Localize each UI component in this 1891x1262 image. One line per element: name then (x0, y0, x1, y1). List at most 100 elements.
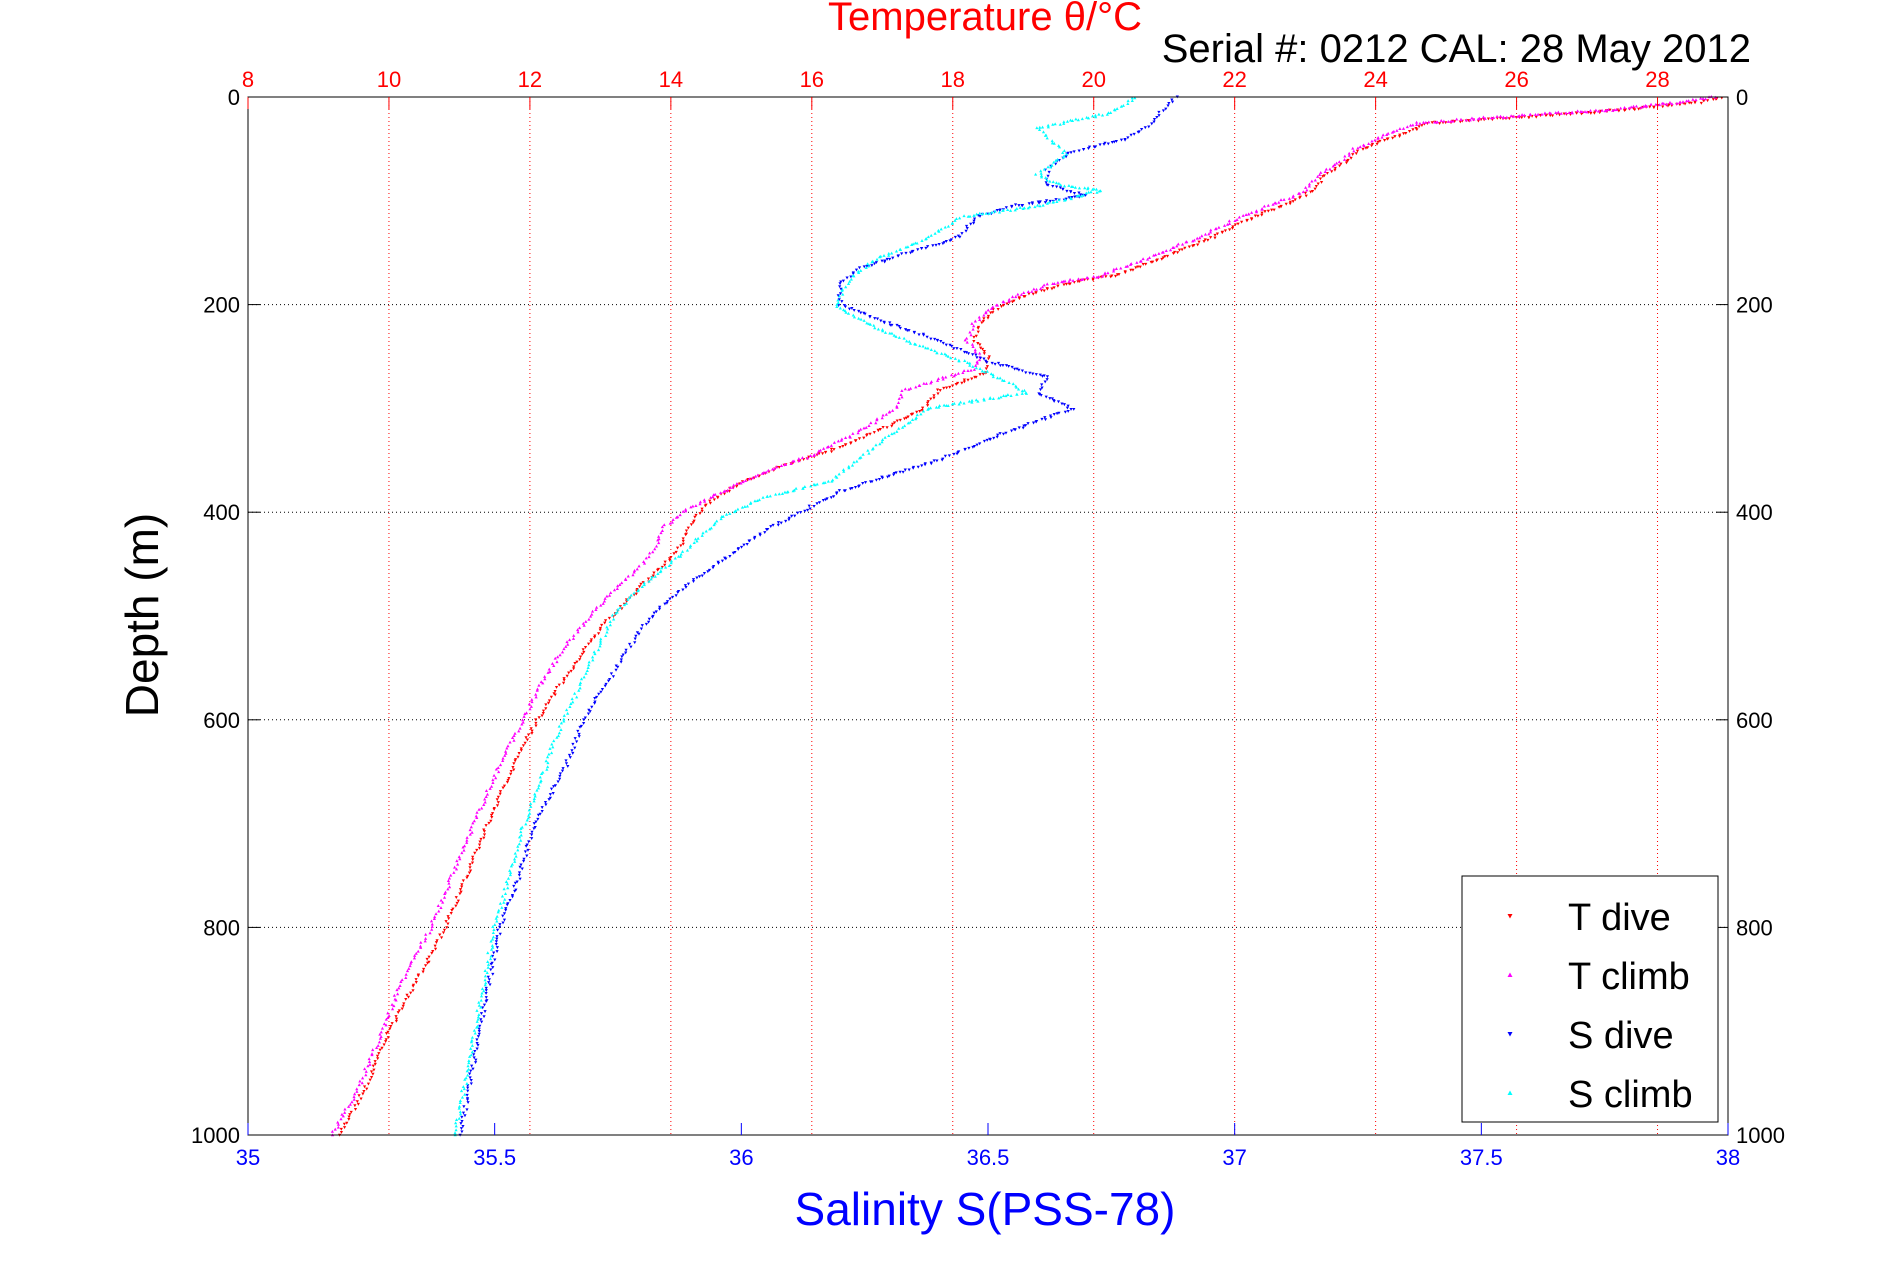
data-point (883, 435, 887, 439)
data-point (1622, 106, 1627, 109)
data-point (1063, 410, 1067, 414)
data-point (589, 638, 593, 642)
data-point (989, 311, 993, 315)
data-point (671, 518, 675, 521)
data-point (1076, 277, 1081, 281)
data-point (900, 389, 904, 393)
data-point (883, 260, 887, 264)
data-point (1068, 118, 1073, 122)
data-point (1318, 173, 1322, 176)
data-point (847, 307, 852, 311)
data-point (562, 677, 566, 681)
data-point (1398, 127, 1402, 131)
data-point (1507, 117, 1511, 121)
data-point (582, 675, 586, 679)
data-point (1061, 151, 1065, 155)
data-point (852, 315, 857, 319)
data-point (708, 527, 712, 531)
data-point (929, 348, 933, 351)
data-point (720, 559, 725, 563)
data-point (603, 619, 608, 623)
data-point (593, 696, 597, 700)
data-point (856, 269, 860, 273)
data-point (849, 275, 853, 279)
data-point (491, 935, 496, 939)
data-point (970, 377, 974, 381)
data-point (650, 575, 654, 579)
data-point (489, 968, 493, 972)
data-point (570, 697, 574, 701)
data-point (377, 1052, 381, 1056)
data-point (1207, 232, 1211, 236)
data-point (770, 467, 775, 471)
data-point (425, 957, 429, 961)
data-point (944, 403, 948, 407)
data-point (512, 734, 516, 738)
data-point (1453, 120, 1457, 123)
data-point (702, 498, 706, 502)
data-point (1171, 252, 1176, 255)
data-point (1114, 267, 1119, 270)
data-point (978, 343, 982, 347)
data-point (529, 804, 533, 808)
data-point (384, 1038, 388, 1042)
data-point (592, 635, 597, 639)
data-point (629, 645, 633, 649)
data-point (1055, 185, 1059, 189)
data-point (1411, 123, 1415, 127)
data-point (976, 341, 980, 345)
data-point (664, 565, 668, 569)
data-point (859, 317, 863, 321)
data-point (498, 763, 503, 767)
data-point (1049, 416, 1053, 420)
data-point (1187, 245, 1191, 249)
data-point (923, 463, 927, 467)
data-point (487, 978, 491, 982)
data-point (1180, 242, 1185, 246)
data-point (519, 863, 523, 867)
data-point (887, 253, 891, 257)
data-point (642, 581, 646, 585)
data-point (982, 317, 986, 321)
data-point (470, 1050, 474, 1054)
data-point (598, 628, 602, 632)
data-point (1254, 210, 1259, 214)
data-point (547, 798, 551, 801)
data-point (884, 412, 888, 416)
data-point (600, 623, 604, 627)
data-point (518, 726, 522, 730)
data-point (1134, 266, 1138, 270)
data-point (751, 476, 755, 480)
data-point (784, 519, 788, 523)
data-point (841, 444, 845, 448)
data-point (691, 578, 696, 582)
data-point (599, 637, 603, 641)
data-point (1106, 111, 1111, 115)
data-point (1516, 114, 1520, 118)
data-point (1548, 114, 1552, 118)
data-point (1192, 238, 1196, 242)
data-point (1077, 186, 1082, 190)
data-point (571, 700, 575, 704)
data-point (1024, 391, 1028, 394)
data-point (388, 1027, 392, 1031)
data-point (1057, 198, 1061, 202)
data-point (980, 212, 985, 216)
data-point (948, 239, 952, 243)
data-point (887, 251, 891, 255)
data-series (330, 94, 1724, 1137)
data-point (785, 490, 789, 494)
data-point (1209, 228, 1213, 232)
data-point (898, 418, 902, 422)
data-point (935, 378, 940, 382)
data-point (605, 630, 609, 634)
data-point (355, 1100, 359, 1104)
data-point (1543, 111, 1547, 115)
data-point (986, 314, 990, 318)
data-point (364, 1070, 368, 1073)
data-point (1313, 178, 1317, 182)
data-point (1045, 178, 1049, 182)
data-point (1130, 96, 1134, 100)
data-point (686, 526, 690, 530)
data-point (350, 1100, 354, 1104)
